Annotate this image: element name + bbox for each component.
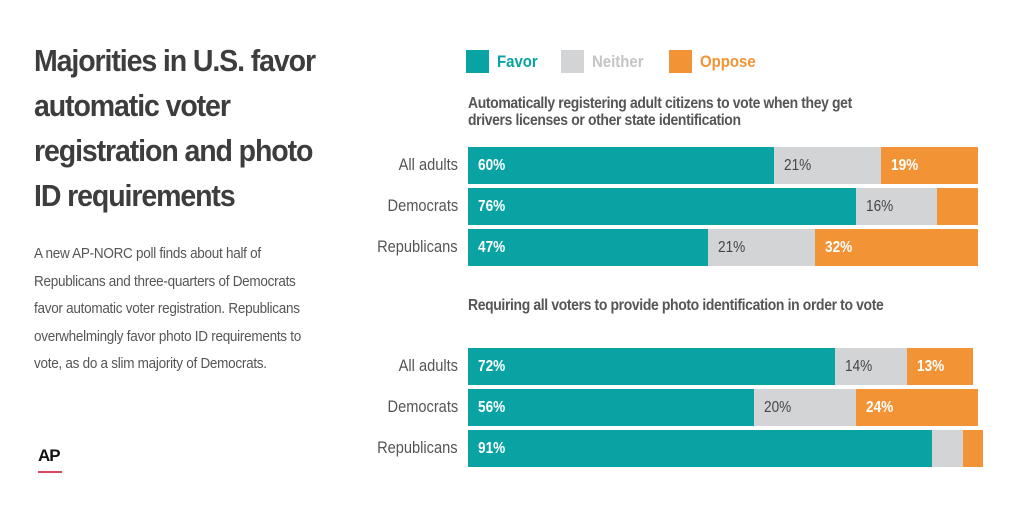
legend-swatch-oppose xyxy=(668,50,692,73)
bar-segment-neither xyxy=(932,430,963,467)
category-label: Democrats xyxy=(387,397,458,416)
bar-segment-oppose xyxy=(937,188,978,225)
data-label-neither: 16% xyxy=(865,198,893,215)
bar-segment-favor xyxy=(468,229,708,266)
bar-segment-favor xyxy=(468,389,754,426)
chart-title: Majorities in U.S. favor automatic voter… xyxy=(34,43,316,213)
data-label-favor: 91% xyxy=(478,440,506,457)
legend-item-favor: Favor xyxy=(466,50,543,73)
bar-segment-oppose xyxy=(881,147,978,184)
bar-segment-favor xyxy=(468,188,856,225)
bar-segment-oppose xyxy=(814,229,978,266)
bar-segment-oppose xyxy=(962,430,984,467)
data-label-favor: 56% xyxy=(478,399,506,416)
legend-item-oppose: Oppose xyxy=(668,50,763,73)
ap-logo: AP xyxy=(38,446,61,465)
bar-segment-favor xyxy=(468,348,836,385)
legend-item-neither: Neither xyxy=(561,50,651,73)
ap-logo-underline xyxy=(38,471,62,473)
data-label-favor: 60% xyxy=(478,157,506,174)
bar-segment-favor xyxy=(468,147,774,184)
bar-segment-neither xyxy=(753,389,856,426)
chart-description: A new AP-NORC poll finds about half of R… xyxy=(34,245,301,372)
category-label: Republicans xyxy=(377,237,458,256)
category-label: All adults xyxy=(398,356,458,375)
panel-title-automatic-registration: Automatically registering adult citizens… xyxy=(468,95,852,129)
data-label-neither: 21% xyxy=(717,239,745,256)
legend-label-neither: Neither xyxy=(592,51,644,71)
legend-label-oppose: Oppose xyxy=(699,51,756,71)
legend: Favor Neither Oppose xyxy=(466,50,781,73)
bar-segment-neither xyxy=(835,348,907,385)
legend-label-favor: Favor xyxy=(497,51,538,71)
data-label-favor: 76% xyxy=(478,198,506,215)
panel-title-photo-id: Requiring all voters to provide photo id… xyxy=(468,297,884,314)
bar-segment-neither xyxy=(774,147,882,184)
legend-swatch-neither xyxy=(561,50,585,73)
category-label: All adults xyxy=(398,155,458,174)
data-label-neither: 20% xyxy=(763,399,791,416)
bar-segment-neither xyxy=(707,229,815,266)
data-label-favor: 72% xyxy=(478,358,506,375)
bar-segment-oppose xyxy=(906,348,973,385)
data-label-oppose: 19% xyxy=(891,157,919,174)
bar-segment-neither xyxy=(855,188,938,225)
legend-swatch-favor xyxy=(466,50,489,73)
data-label-oppose: 24% xyxy=(865,399,893,416)
data-label-oppose: 13% xyxy=(916,358,944,375)
data-label-neither: 14% xyxy=(845,358,873,375)
data-label-oppose: 32% xyxy=(824,239,853,256)
category-label: Democrats xyxy=(387,196,458,215)
data-label-neither: 21% xyxy=(784,157,812,174)
bar-segment-favor xyxy=(468,430,933,467)
bar-segment-oppose xyxy=(855,389,978,426)
data-label-favor: 47% xyxy=(478,239,506,256)
category-label: Republicans xyxy=(377,438,458,457)
